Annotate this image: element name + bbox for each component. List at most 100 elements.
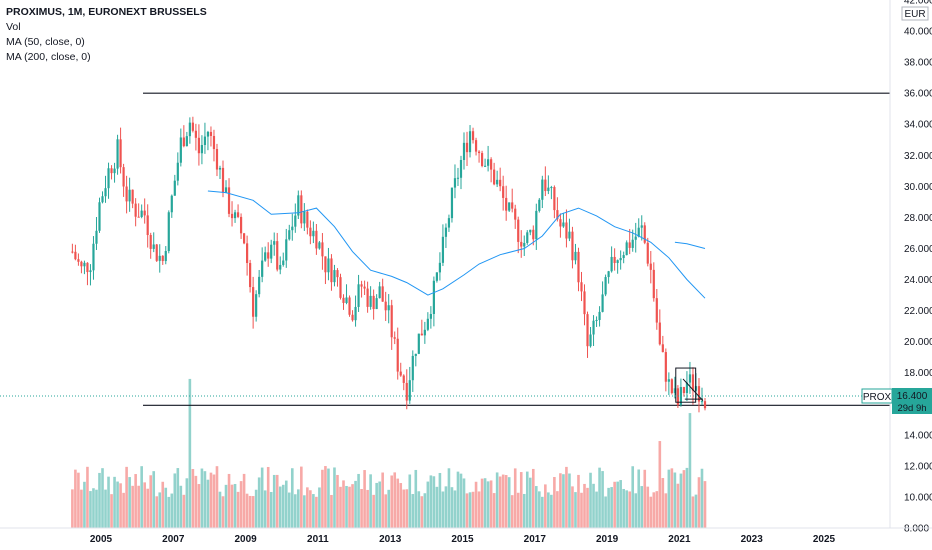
ma200-indicator-label[interactable]: MA (200, close, 0) (6, 51, 91, 63)
volume-bar (613, 481, 616, 528)
volume-bar (583, 483, 586, 528)
candle-body (333, 270, 336, 283)
volume-bar (339, 486, 342, 528)
volume-bar (631, 466, 635, 528)
candle-body (300, 195, 303, 224)
volume-bar (661, 478, 665, 528)
candle-body (541, 179, 544, 200)
volume-bar (257, 477, 261, 528)
drawing-annotations[interactable] (675, 367, 704, 403)
candle-body (535, 210, 538, 240)
volume-bar (522, 493, 526, 528)
candle-body (89, 270, 92, 273)
volume-bar (83, 481, 86, 528)
volume-bar (312, 494, 315, 528)
price-tick-label: 20.000 (904, 337, 932, 348)
volume-bar (248, 495, 252, 528)
volume-bar (98, 472, 101, 528)
candle-body (508, 202, 511, 211)
candle-body (122, 167, 125, 187)
volume-indicator-label[interactable]: Vol (6, 21, 21, 33)
volume-bar (658, 441, 662, 528)
volume-bar (215, 466, 219, 528)
volume-bar (444, 486, 448, 528)
price-tick-label: 30.000 (904, 182, 932, 193)
volume-bar (179, 485, 183, 528)
volume-bar (595, 491, 598, 528)
ma50-line (207, 190, 706, 299)
price-tick-label: 32.000 (904, 151, 932, 162)
candle-body (315, 230, 318, 249)
candle-body (471, 131, 475, 141)
volume-bar (700, 468, 704, 528)
volume-bar (694, 494, 698, 528)
candle-body (264, 252, 267, 261)
candle-body (330, 258, 333, 283)
candle-body (700, 401, 704, 403)
horizontal-levels[interactable] (143, 92, 890, 406)
ma50-indicator-label[interactable]: MA (50, close, 0) (6, 36, 85, 48)
candle-body (444, 227, 448, 237)
volume-bar (489, 480, 493, 528)
volume-bar (453, 490, 457, 528)
candle-body (95, 230, 98, 244)
volume-bar (474, 481, 478, 528)
volume-bar (107, 476, 110, 528)
candle-body (459, 159, 463, 178)
time-axis[interactable]: 2005 2007 2009 2011 2013 2015 2017 2019 2021 2023… (0, 527, 932, 545)
price-tick-label: 34.000 (904, 120, 932, 131)
candle-body (580, 282, 583, 292)
volume-bar (538, 491, 541, 528)
volume-bar (637, 469, 641, 528)
volume-bar (173, 473, 177, 528)
volume-bar (634, 493, 638, 528)
volume-bar (673, 472, 677, 528)
volume-bar (191, 469, 195, 528)
volume-bar (691, 496, 695, 528)
range-box-annotation[interactable] (675, 367, 697, 403)
candle-body (438, 262, 442, 273)
trend-line-annotation[interactable] (682, 378, 704, 401)
volume-bar (212, 474, 216, 528)
time-tick-label: 2013 (379, 534, 402, 545)
volume-bar (510, 495, 514, 528)
candle-body (673, 388, 676, 394)
volume-bar (682, 470, 686, 528)
candle-body (74, 251, 77, 260)
volume-bar (610, 487, 613, 528)
last-price-box (892, 388, 932, 414)
candle-body (140, 210, 143, 217)
candle-body (499, 179, 502, 187)
candle-body (396, 338, 399, 372)
volume-bar (685, 467, 689, 528)
volume-bar (333, 467, 336, 528)
candle-body (249, 263, 252, 288)
volume-bar (420, 496, 424, 528)
candle-body (625, 242, 628, 256)
candle-body (414, 353, 417, 356)
volume-bar (507, 477, 511, 528)
price-scale[interactable]: EUR 42.000 40.000 38.000 36.000 34.000 32.000… (889, 0, 932, 535)
candle-body (354, 306, 357, 321)
candle-body (661, 344, 664, 353)
volume-bar (483, 478, 487, 528)
candle-body (206, 131, 210, 137)
candle-body (411, 355, 414, 381)
time-tick-label: 2017 (524, 534, 547, 545)
volume-bar (363, 470, 366, 528)
price-tick-label: 36.000 (904, 89, 932, 100)
volume-bar (492, 493, 496, 528)
volume-bar (643, 469, 647, 528)
candle-body (191, 122, 194, 131)
volume-bar (227, 473, 231, 528)
candle-body (432, 280, 435, 314)
candle-body (480, 153, 484, 166)
volume-bar (559, 473, 562, 528)
volume-bar (393, 472, 397, 528)
volume-bar (402, 489, 406, 528)
volume-bar (441, 491, 445, 528)
symbol-title[interactable]: PROXIMUS, 1M, EURONEXT BRUSSELS (6, 6, 207, 18)
volume-bar (649, 496, 653, 528)
time-tick-label: 2015 (451, 534, 474, 545)
